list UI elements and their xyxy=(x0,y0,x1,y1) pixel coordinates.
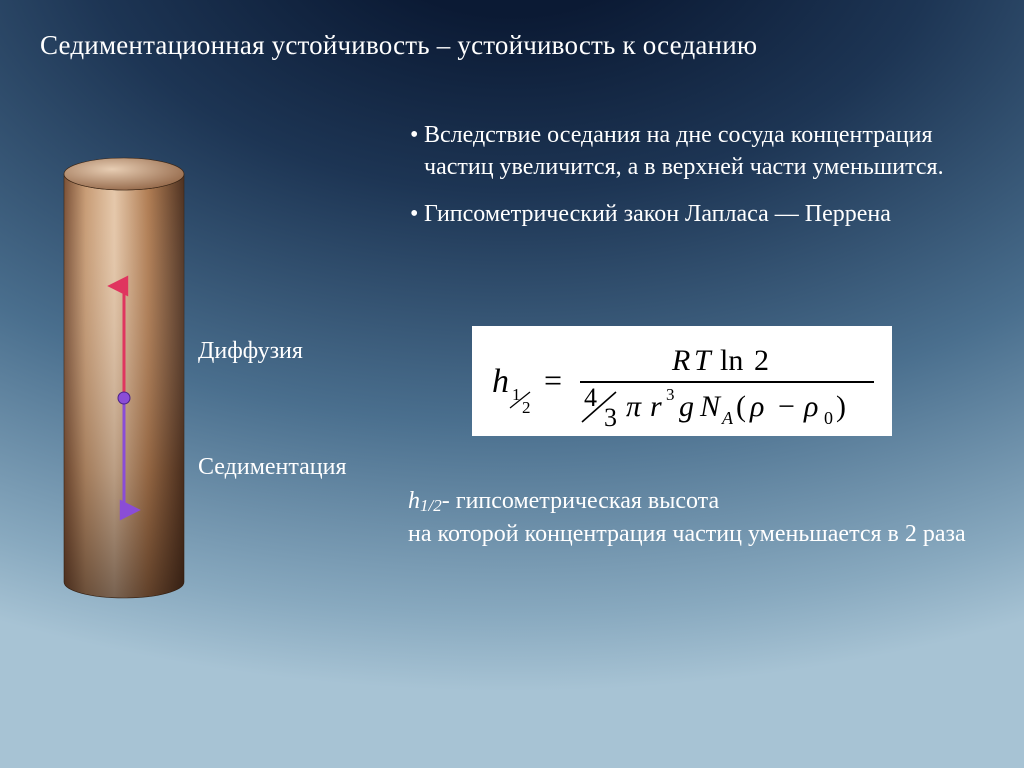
cylinder-top xyxy=(64,158,184,190)
cylinder-svg xyxy=(64,158,184,598)
desc-h-sub: 1/2 xyxy=(420,496,442,515)
particle-dot xyxy=(118,392,130,404)
eq-r-exp: 3 xyxy=(666,385,675,404)
eq-T: T xyxy=(694,344,713,377)
eq-rho0-sub: 0 xyxy=(824,408,833,428)
bullet-item: Гипсометрический закон Лапласа — Перрена xyxy=(410,199,975,231)
eq-h-sub-2: 2 xyxy=(522,398,531,417)
eq-minus: − xyxy=(778,390,795,423)
description-line-1: h1/2- гипсометрическая высота xyxy=(408,485,968,518)
bullet-list: Вследствие оседания на дне сосуда концен… xyxy=(410,120,975,247)
eq-2: 2 xyxy=(754,344,769,377)
eq-N-sub: A xyxy=(721,408,734,428)
eq-3: 3 xyxy=(604,403,617,429)
slide: Седиментационная устойчивость – устойчив… xyxy=(0,0,1024,768)
eq-equals: = xyxy=(544,362,562,398)
eq-open: ( xyxy=(736,390,746,423)
bullet-item: Вследствие оседания на дне сосуда концен… xyxy=(410,120,975,183)
description-block: h1/2- гипсометрическая высота на которой… xyxy=(408,485,968,550)
equation-box: h 1 2 = R T ln 2 4 3 π r 3 g N A ( xyxy=(472,326,892,436)
eq-N: N xyxy=(699,390,722,423)
slide-title: Седиментационная устойчивость – устойчив… xyxy=(40,30,757,61)
eq-close: ) xyxy=(836,390,846,423)
label-sedimentation: Седиментация xyxy=(198,454,347,481)
desc-rest-1: - гипсометрическая высота xyxy=(442,488,719,514)
equation-svg: h 1 2 = R T ln 2 4 3 π r 3 g N A ( xyxy=(482,334,882,429)
eq-g: g xyxy=(679,390,694,423)
eq-pi: π xyxy=(626,390,642,423)
eq-4: 4 xyxy=(584,383,597,412)
eq-R: R xyxy=(671,344,690,377)
description-line-2: на которой концентрация частиц уменьшает… xyxy=(408,518,968,550)
eq-r: r xyxy=(650,390,662,423)
eq-rho: ρ xyxy=(749,390,764,423)
label-diffusion: Диффузия xyxy=(198,338,303,365)
eq-rho0: ρ xyxy=(803,390,818,423)
cylinder-diagram xyxy=(64,158,184,598)
eq-h: h xyxy=(492,363,509,400)
eq-ln: ln xyxy=(720,344,743,377)
desc-h: h xyxy=(408,488,420,514)
